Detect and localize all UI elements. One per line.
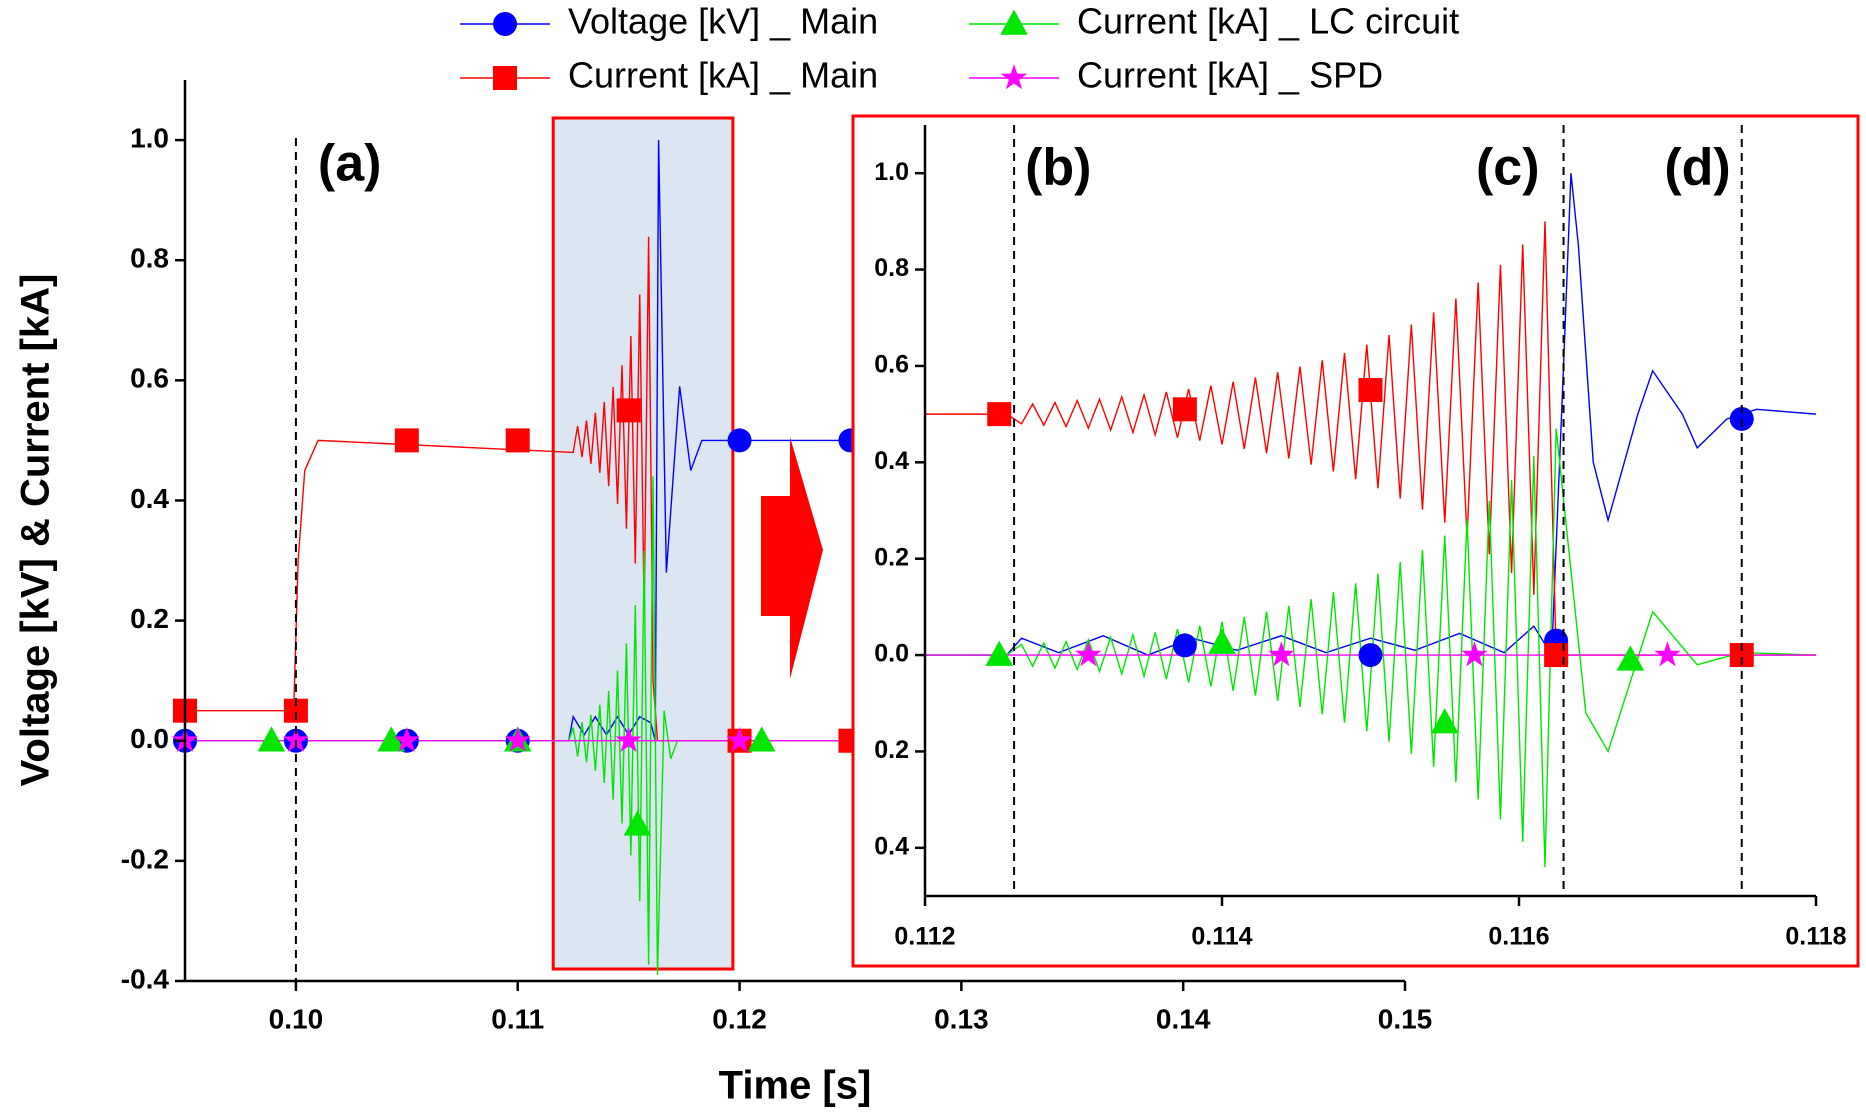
annotation: (b) [1025,139,1091,197]
y-axis-label: Voltage [kV] & Current [kA] [14,274,58,787]
series-line [925,221,1816,656]
marker-star [1268,641,1295,667]
x-tick-label: 0.12 [712,1003,767,1034]
y-tick-label: -0.2 [121,843,169,874]
y-tick-label: -0.4 [121,963,170,994]
marker-circle [1172,633,1197,658]
series-line [185,476,851,976]
marker-star [726,726,753,752]
marker-triangle [623,810,652,836]
x-tick-label: 0.10 [269,1003,324,1034]
x-tick-label: 0.118 [1785,923,1846,951]
x-tick-label: 0.112 [894,923,955,951]
marker-star [1075,641,1102,667]
marker-square [1172,397,1197,422]
marker-star [282,726,309,752]
marker-triangle [985,640,1014,666]
legend-label: Current [kA] _ SPD [1077,55,1383,96]
marker-circle [1729,406,1754,431]
marker-star [393,726,420,752]
marker-circle [727,428,752,453]
marker-star [615,726,642,752]
series-line [925,173,1816,658]
marker-square [505,428,530,453]
y-tick-label: 0.2 [874,736,909,764]
marker-star [504,726,531,752]
y-tick-label: 0.6 [874,351,909,379]
zoom-arrow [761,437,823,679]
marker-square [987,402,1012,427]
legend-label: Current [kA] _ Main [568,55,878,96]
annotation: (a) [318,135,382,193]
marker-triangle [1430,708,1459,734]
x-tick-label: 0.11 [491,1003,544,1034]
marker-triangle [747,726,776,752]
legend-marker [493,12,517,36]
y-tick-label: 0.4 [130,483,169,514]
marker-star [1654,641,1681,667]
annotation: (c) [1476,139,1540,197]
legend-marker [1000,64,1028,90]
marker-star [1461,641,1488,667]
y-tick-label: 0.2 [874,543,909,571]
marker-triangle [1616,645,1645,671]
y-tick-label: 1.0 [874,158,909,186]
marker-triangle [377,726,406,752]
y-tick-label: 0.8 [874,254,909,282]
marker-triangle [257,726,286,752]
series-line [185,236,851,742]
y-tick-label: 0.8 [130,243,169,274]
marker-square [616,398,641,423]
y-tick-label: 0.2 [130,603,169,634]
y-tick-label: 0.6 [130,363,169,394]
legend-marker [1000,9,1028,35]
annotation: (d) [1664,139,1730,197]
plot-area [171,140,863,976]
inset-frame [851,114,1860,968]
legend-marker [493,66,517,90]
marker-square [394,428,419,453]
y-tick-label: 0.4 [874,447,909,475]
x-tick-label: 0.15 [1378,1003,1433,1034]
marker-circle [1358,643,1383,668]
marker-triangle [1208,628,1236,654]
x-tick-label: 0.116 [1488,923,1549,951]
y-tick-label: 1.0 [130,122,169,153]
legend-label: Current [kA] _ LC circuit [1077,1,1459,42]
legend-label: Voltage [kV] _ Main [568,1,878,42]
x-tick-label: 0.13 [934,1003,989,1034]
y-tick-label: 0.0 [874,640,909,668]
y-tick-label: 0.0 [130,723,169,754]
x-tick-label: 0.14 [1156,1003,1211,1034]
x-axis-label: Time [s] [719,1064,872,1108]
y-tick-label: 0.4 [874,832,909,860]
x-tick-label: 0.114 [1191,923,1252,951]
series-line [925,428,1816,868]
marker-square [1358,378,1383,403]
